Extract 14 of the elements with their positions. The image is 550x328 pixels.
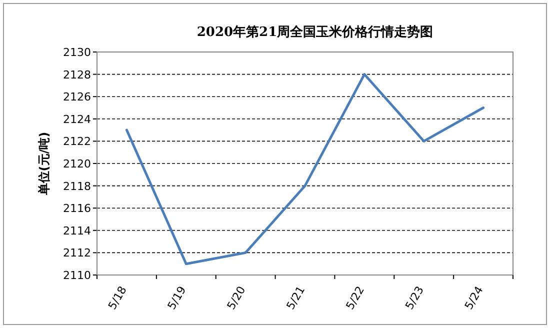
y-tick-label: 2112 (63, 246, 91, 260)
y-tick-label: 2122 (63, 135, 91, 148)
y-axis-title: 单位(元/吨) (37, 132, 51, 196)
y-tick-label: 2124 (63, 112, 91, 126)
line-series (125, 73, 485, 266)
y-tick-label: 2116 (63, 202, 91, 216)
y-tick-label: 2128 (63, 68, 91, 82)
y-tick-label: 2126 (63, 90, 91, 104)
y-tick-label: 2118 (63, 180, 91, 193)
y-tick-label: 2120 (63, 158, 91, 170)
y-tick-label: 2114 (63, 224, 91, 238)
y-tick-label: 2130 (63, 46, 91, 59)
chart-title: 2020年第21周全国玉米价格行情走势图 (196, 24, 434, 40)
y-tick-label: 2110 (63, 269, 91, 282)
